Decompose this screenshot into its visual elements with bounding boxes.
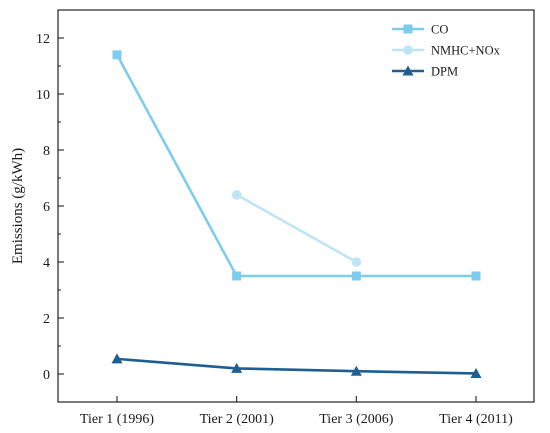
nmhc-nox-series-line <box>236 193 357 264</box>
y-tick-label: 0 <box>43 368 50 383</box>
dpm-legend-marker <box>402 65 414 76</box>
dpm-data-point <box>231 362 243 373</box>
y-tick-label: 10 <box>36 88 50 103</box>
x-tick-label: Tier 3 (2006) <box>319 412 393 427</box>
co-data-point <box>471 271 481 281</box>
y-tick-label: 2 <box>43 312 50 327</box>
y-tick-label: 12 <box>36 32 50 47</box>
nmhc-nox-legend-marker <box>403 45 413 55</box>
y-axis-title: Emissions (g/kWh) <box>10 148 26 264</box>
co-data-point <box>232 271 242 281</box>
x-tick-label: Tier 4 (2011) <box>439 412 513 427</box>
dpm-data-point <box>111 353 123 364</box>
co-legend-label: CO <box>431 23 448 37</box>
co-data-point <box>112 50 122 60</box>
x-axis: Tier 1 (1996) Tier 2 (2001) Tier 3 (2006) T… <box>80 396 513 427</box>
x-tick-label: Tier 2 (2001) <box>200 412 274 427</box>
dpm-legend-label: DPM <box>431 65 458 79</box>
plot-frame <box>57 9 535 403</box>
nmhc-nox-data-point <box>351 257 362 267</box>
y-axis: 0 2 4 6 8 10 12 <box>36 9 64 403</box>
co-data-point <box>351 271 361 281</box>
co-legend-marker <box>403 24 413 34</box>
dpm-data-point <box>350 365 362 376</box>
y-tick-label: 8 <box>43 144 50 159</box>
y-tick-label: 6 <box>43 200 50 215</box>
x-tick-label: Tier 1 (1996) <box>80 412 154 427</box>
y-tick-label: 4 <box>43 256 50 271</box>
dpm-series-line <box>116 357 477 375</box>
plot-marks <box>111 50 482 378</box>
co-series-line <box>115 54 476 278</box>
nmhc-nox-data-point <box>231 190 242 200</box>
legend: CO NMHC+NOx DPM <box>392 23 501 79</box>
dpm-data-point <box>470 367 482 378</box>
nmhc-nox-legend-label: NMHC+NOx <box>431 44 501 58</box>
